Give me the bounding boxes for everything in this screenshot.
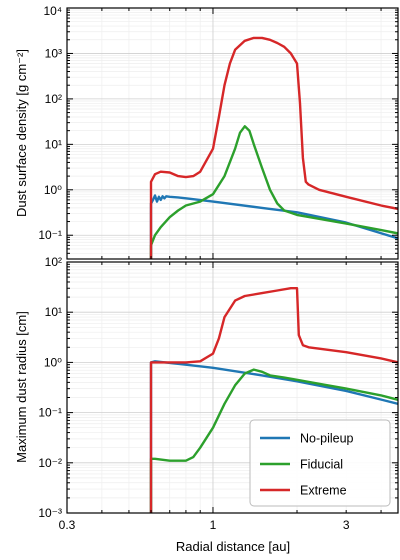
- bottom-y-tick-label: 10⁻¹: [38, 406, 62, 420]
- top-series-extreme: [149, 36, 398, 259]
- legend-box: [249, 419, 391, 507]
- bottom-series-fiducial: [149, 368, 398, 513]
- top-y-tick-label: 10²: [45, 92, 62, 106]
- top-y-tick-label: 10³: [45, 46, 62, 60]
- top-y-tick-label: 10⁴: [43, 4, 62, 18]
- legend: No-pileup Fiducial Extreme: [249, 419, 391, 507]
- legend-label-extreme: Extreme: [300, 484, 347, 498]
- top-plot-frame: [66, 7, 399, 260]
- x-axis-label: Radial distance [au]: [176, 539, 290, 554]
- bottom-series-extreme: [149, 287, 398, 513]
- top-series-fiducial: [149, 125, 398, 259]
- bottom-y-tick-label: 10⁰: [44, 355, 62, 369]
- bottom-plot-frame: [66, 261, 399, 514]
- top-y-tick-label: 10⁰: [44, 183, 62, 197]
- bottom-y-axis-label: Maximum dust radius [cm]: [14, 311, 29, 463]
- bottom-y-tick-label: 10¹: [45, 305, 62, 319]
- bottom-y-tick-label: 10²: [45, 255, 62, 269]
- top-y-tick-label: 10⁻¹: [38, 228, 62, 242]
- top-y-tick-label: 10¹: [45, 137, 62, 151]
- bottom-y-tick-label: 10⁻³: [38, 506, 62, 520]
- bottom-panel: 10⁻³ 10⁻² 10⁻¹ 10⁰ 10¹ 10² 0.3 1 3 No-pileup Fiduc…: [38, 255, 399, 532]
- bottom-y-tick-label: 10⁻²: [38, 456, 62, 470]
- bottom-x-tick-label: 1: [210, 518, 217, 532]
- bottom-x-tick-label: 3: [343, 518, 350, 532]
- legend-label-no-pileup: No-pileup: [300, 432, 354, 446]
- top-y-axis-label: Dust surface density [g cm⁻²]: [14, 49, 29, 217]
- top-panel: 10⁻¹ 10⁰ 10¹ 10² 10³ 10⁴: [38, 4, 399, 260]
- top-series-no-pileup: [149, 194, 398, 259]
- legend-label-fiducial: Fiducial: [300, 458, 343, 472]
- bottom-x-tick-label: 0.3: [59, 518, 76, 532]
